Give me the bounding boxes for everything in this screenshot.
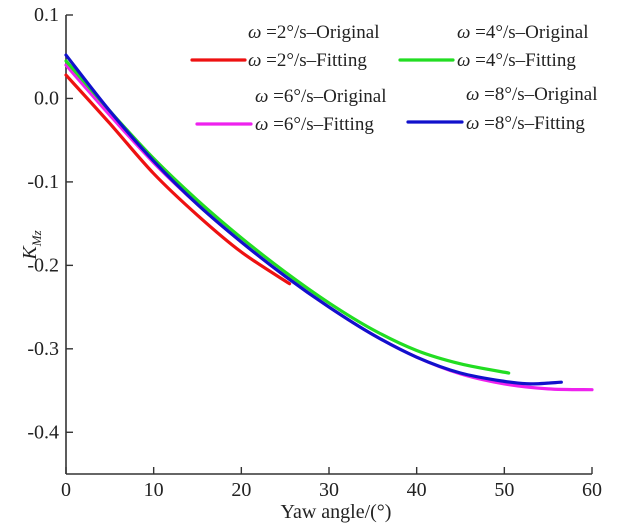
y-tick-label: -0.1 (27, 171, 59, 193)
y-axis-label: KMz (19, 230, 44, 260)
legend-omega: ω (466, 84, 479, 105)
legend-label: =6°/s–Fitting (268, 114, 374, 135)
x-tick-label: 50 (494, 479, 514, 501)
y-axis-label-sub: Mz (29, 230, 44, 247)
legend-entry: ω =2°/s–Fitting (248, 50, 367, 71)
series-line-2 (64, 59, 511, 375)
y-tick-label: -0.4 (27, 421, 59, 443)
y-tick-label: -0.3 (27, 338, 59, 360)
legend-omega: ω (248, 22, 261, 43)
x-ticks: 0 10 20 30 40 50 60 (61, 467, 602, 501)
legend-label: =2°/s–Original (261, 22, 379, 43)
legend-entry: ω =6°/s–Fitting (255, 114, 374, 135)
series-layer (64, 53, 594, 392)
legend-omega: ω (255, 86, 268, 107)
legend-omega: ω (457, 22, 470, 43)
x-axis-label: Yaw angle/(°) (281, 501, 392, 523)
legend-entry: ω =2°/s–Original (248, 22, 379, 43)
x-tick-label: 20 (231, 479, 251, 501)
legend-entry: ω =8°/s–Fitting (466, 113, 585, 134)
x-tick-label: 10 (144, 479, 164, 501)
y-tick-label: 0.0 (34, 87, 59, 109)
y-tick-label: -0.2 (27, 254, 59, 276)
x-tick-label: 60 (582, 479, 602, 501)
legend-label: =4°/s–Original (470, 22, 588, 43)
legend-label: =6°/s–Original (268, 86, 386, 107)
x-tick-label: 30 (319, 479, 339, 501)
legend-omega: ω (255, 114, 268, 135)
x-tick-label: 0 (61, 479, 71, 501)
y-ticks: 0.1 0.0 -0.1 -0.2 -0.3 -0.4 (27, 4, 73, 443)
y-tick-label: 0.1 (34, 4, 59, 26)
legend-label: =2°/s–Fitting (261, 50, 367, 71)
legend-entry: ω =6°/s–Original (255, 86, 386, 107)
legend-label: =8°/s–Fitting (479, 113, 585, 134)
legend-omega: ω (248, 50, 261, 71)
legend-omega: ω (457, 50, 470, 71)
legend-label: =4°/s–Fitting (470, 50, 576, 71)
legend-omega: ω (466, 113, 479, 134)
x-tick-label: 40 (407, 479, 427, 501)
legend-entry: ω =8°/s–Original (466, 84, 597, 105)
series-line-3 (64, 53, 563, 386)
legend-entry: ω =4°/s–Fitting (457, 50, 576, 71)
y-axis-label-main: K (19, 245, 41, 261)
legend-label: =8°/s–Original (479, 84, 597, 105)
legend-entry: ω =4°/s–Original (457, 22, 588, 43)
series-line-4 (64, 73, 292, 286)
